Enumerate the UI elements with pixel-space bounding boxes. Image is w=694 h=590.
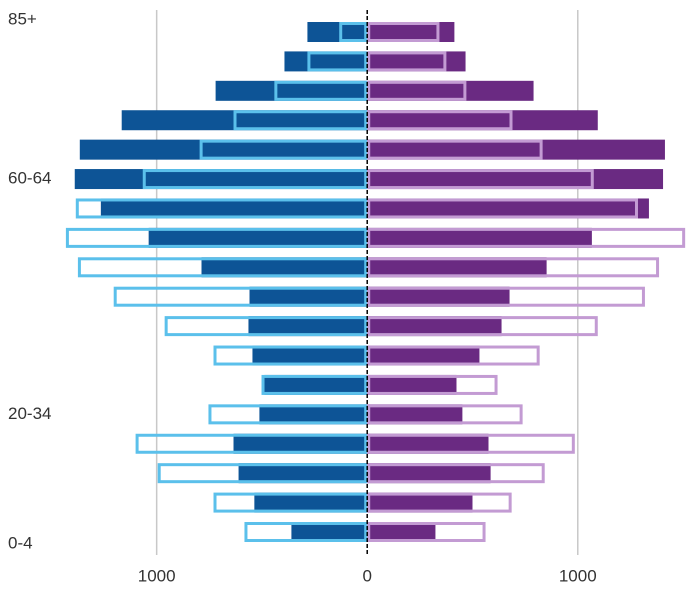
- bar: [367, 463, 491, 484]
- bar-outline: [142, 169, 368, 190]
- y-category-label: 85+: [8, 9, 37, 28]
- bar: [367, 139, 665, 160]
- bar-outline: [367, 139, 543, 160]
- bar-outline: [367, 257, 660, 278]
- bar-outline: [367, 22, 440, 42]
- bar: [252, 345, 368, 366]
- y-category-label: 20-34: [8, 404, 51, 423]
- x-tick-label: 0: [362, 566, 371, 585]
- bar: [367, 316, 502, 337]
- bar-outline: [339, 22, 368, 42]
- bar: [367, 345, 480, 366]
- bar: [100, 198, 368, 219]
- bar: [215, 80, 368, 101]
- bar-outline: [233, 110, 368, 131]
- bar-outline: [213, 345, 368, 366]
- bar: [254, 492, 368, 513]
- bar: [249, 286, 368, 307]
- bar-outline: [367, 169, 594, 190]
- bar: [367, 522, 436, 542]
- bar-outline: [274, 80, 368, 101]
- bar-outline: [307, 51, 368, 72]
- bar: [238, 463, 368, 484]
- bar-outline: [367, 374, 498, 395]
- bar-outline: [113, 286, 368, 307]
- bar-outline: [75, 198, 368, 219]
- bar: [291, 522, 368, 542]
- x-tick-label: 1000: [138, 566, 176, 585]
- bar: [148, 227, 368, 248]
- bar: [248, 316, 368, 337]
- bar-outline: [367, 522, 486, 542]
- bar-outline: [199, 139, 368, 160]
- bar-outline: [135, 433, 368, 454]
- bar-outline: [65, 227, 368, 248]
- bar-outline: [77, 257, 368, 278]
- bar: [367, 286, 510, 307]
- bar: [367, 110, 598, 131]
- bar: [264, 374, 368, 395]
- bar-outline: [367, 433, 575, 454]
- bar-outline: [367, 345, 540, 366]
- bar-outline: [208, 404, 368, 425]
- bar: [367, 51, 466, 72]
- bar: [307, 22, 368, 42]
- bar: [367, 492, 473, 513]
- y-category-label: 60-64: [8, 169, 51, 188]
- bar-outline: [367, 404, 523, 425]
- bar-outline: [367, 51, 447, 72]
- bar: [367, 22, 455, 42]
- y-category-label: 0-4: [8, 533, 33, 552]
- bar: [259, 404, 368, 425]
- bar-outline: [367, 492, 512, 513]
- bar-outline: [367, 227, 686, 248]
- bar: [367, 169, 664, 190]
- bar: [233, 433, 368, 454]
- bar-outline: [244, 522, 368, 542]
- bar-outline: [367, 463, 545, 484]
- bar: [79, 139, 368, 160]
- bar-outline: [367, 80, 467, 101]
- bar-outline: [367, 198, 638, 219]
- bar: [367, 257, 547, 278]
- bar-outline: [367, 286, 645, 307]
- bar-outline: [261, 374, 368, 395]
- bar-outline: [164, 316, 368, 337]
- bar: [367, 404, 463, 425]
- bar-outline: [157, 463, 368, 484]
- bar: [367, 80, 534, 101]
- bar: [367, 433, 489, 454]
- bar: [74, 169, 368, 190]
- bar: [367, 374, 457, 395]
- bar-outline: [367, 110, 513, 131]
- bar: [284, 51, 368, 72]
- bar: [367, 198, 649, 219]
- x-tick-label: 1000: [559, 566, 597, 585]
- bar: [367, 227, 592, 248]
- bar-outline: [213, 492, 368, 513]
- bar-outline: [367, 316, 598, 337]
- bar: [201, 257, 368, 278]
- bar: [121, 110, 368, 131]
